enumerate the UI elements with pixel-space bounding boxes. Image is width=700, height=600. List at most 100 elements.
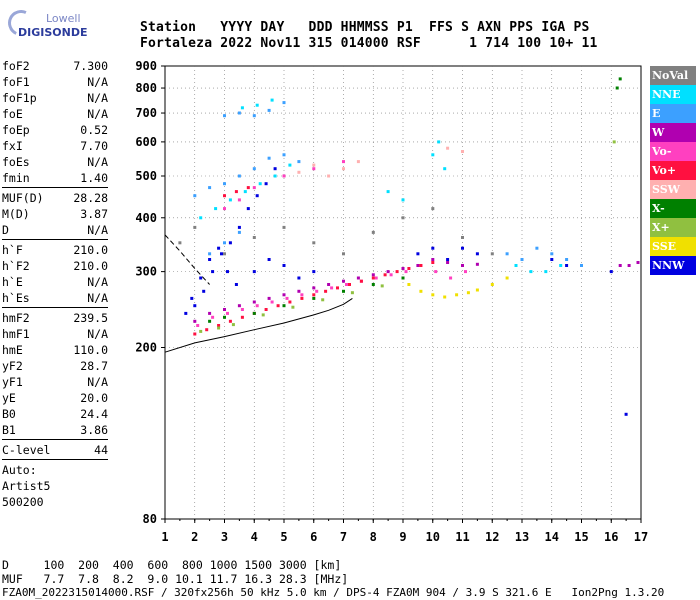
echo-point-e [237,111,241,115]
param-key: C-level [2,443,51,457]
param-value: N/A [87,375,108,389]
echo-point-nnw [446,258,450,261]
param-value: 28.7 [80,359,108,373]
echo-point-vo [449,276,453,280]
param-value: 239.5 [73,311,108,325]
parameter-panel: foF2 7.300 foF1 N/A foF1p N/A foE N/A foEp 0.52 fx… [2,58,108,510]
param-code: 500200 [2,495,44,509]
echo-point-noval [342,252,345,256]
echo-point-vo [282,174,286,178]
echo-point-w [312,286,316,290]
param-key: yE [2,391,16,405]
param-row: MUF(D) 28.28 [2,190,108,206]
param-value: 20.0 [80,391,108,405]
y-tick-label: 900 [135,59,157,73]
echo-point-vo [342,160,345,164]
echo-point-e [505,252,509,256]
param-value: N/A [87,91,108,105]
echo-point-noval [401,216,405,220]
echo-point-noval [371,230,375,234]
param-row: yF1 N/A [2,374,108,390]
param-key: h`F2 [2,259,30,273]
param-row: D N/A [2,222,108,238]
echo-point-ssw [312,163,316,167]
echo-point-sse [407,283,411,286]
plot-frame [164,65,642,520]
echo-point-nnw [461,246,464,250]
param-key: M(D) [2,207,30,221]
legend-item-e: E [650,104,696,123]
echo-point-nne [401,198,405,202]
echo-point-w [371,273,375,277]
echo-point-w [618,264,622,267]
param-value: N/A [87,155,108,169]
echo-point-nnw [255,194,259,198]
y-tick-label: 700 [135,106,157,120]
param-row: h`E N/A [2,274,108,290]
param-separator [2,439,108,440]
echo-point-e [535,246,539,250]
param-value: 3.87 [80,207,108,221]
echo-point-ssw [461,150,464,153]
param-value: 3.86 [80,423,108,437]
param-row: C-level 44 [2,442,108,458]
echo-point-e [208,186,212,190]
x-tick-label: 17 [634,530,648,544]
echo-point-nnw [297,276,301,280]
echo-point-nne [544,270,548,274]
param-key: hmF1 [2,327,30,341]
y-tick-label: 600 [135,135,157,149]
param-key: foF1 [2,75,30,89]
echo-point-e [223,241,226,245]
param-value: N/A [87,327,108,341]
echo-point-x [291,305,295,309]
x-tick-label: 6 [310,530,317,544]
echo-point-w [252,300,256,304]
x-tick-label: 2 [191,530,198,544]
echo-point-vo [345,283,348,286]
echo-point-x [371,283,375,286]
echo-point-nnw [282,264,286,267]
echo-point-w [386,270,390,274]
param-value: 1.40 [80,171,108,185]
echo-point-sse [419,289,423,293]
polarization-legend: NoVal NNE E W Vo- Vo+ SSW X- X+ SSE NNW [650,66,696,275]
echo-point-vo [196,324,200,327]
legend-item-ssw: SSW [650,180,696,199]
echo-point-x [252,311,256,315]
echo-point-vo [431,261,435,264]
param-separator [2,187,108,188]
x-tick-label: 10 [426,530,440,544]
param-row: foF2 7.300 [2,58,108,74]
echo-point-vo [359,279,363,283]
param-row: foE N/A [2,106,108,122]
param-row: foF1p N/A [2,90,108,106]
echo-point-nne [437,140,441,144]
param-key: h`E [2,275,23,289]
echo-point-vo [336,286,339,290]
param-row: yE 20.0 [2,390,108,406]
echo-point-e [237,174,241,178]
x-tick-label: 16 [604,530,618,544]
echo-point-nne [258,182,262,186]
echo-point-noval [193,225,197,229]
footer-d-row: D 100 200 400 600 800 1000 1500 3000 [km… [2,558,342,572]
param-value: 210.0 [73,259,108,273]
y-tick-label: 80 [143,512,157,526]
param-separator [2,239,108,240]
echo-point-e [297,160,301,164]
param-key: hmF2 [2,311,30,325]
echo-point-nnw [228,241,232,245]
param-row: hmE 110.0 [2,342,108,358]
echo-point-w [208,311,212,315]
echo-point-x [217,326,221,330]
echo-point-nnw [184,311,188,315]
y-tick-label: 800 [135,81,157,95]
param-value: 28.28 [73,191,108,205]
x-tick-label: 15 [574,530,588,544]
echo-point-vo [228,319,232,323]
echo-point-e [223,182,226,186]
echo-point-nne [443,167,447,171]
echo-point-x [401,276,405,280]
echo-point-e [282,101,286,105]
